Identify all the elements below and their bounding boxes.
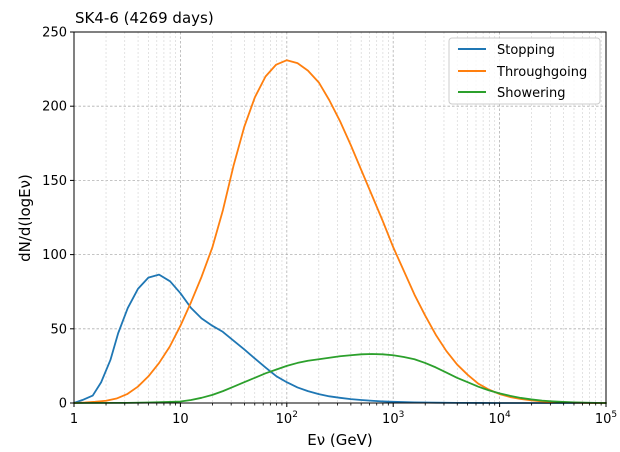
- series-line-throughgoing: [73, 59, 607, 404]
- legend-label-showering: Showering: [497, 86, 566, 101]
- x-tick-label: 103: [382, 410, 404, 427]
- y-tick-label: 250: [42, 26, 67, 41]
- y-tick-label: 200: [42, 100, 67, 115]
- plot-frame: [73, 31, 607, 404]
- ticks: 0 50 100 150 200 250 1 10 102 103 104 105: [42, 26, 617, 428]
- series-line-stopping: [73, 273, 607, 404]
- y-tick-label: 50: [50, 322, 67, 337]
- y-tick-label: 150: [42, 174, 67, 189]
- x-tick-label: 10: [172, 412, 189, 427]
- y-tick-label: 100: [42, 248, 67, 263]
- series-line-showering: [73, 353, 607, 404]
- legend-label-throughgoing: Throughgoing: [496, 65, 587, 80]
- x-tick-label: 1: [70, 412, 78, 427]
- chart-title: SK4-6 (4269 days): [75, 9, 214, 27]
- series-lines: [73, 59, 607, 404]
- y-tick-label: 0: [59, 397, 67, 412]
- legend-box: [448, 37, 601, 105]
- x-axis-title: Eν (GeV): [307, 431, 372, 449]
- x-tick-label: 102: [276, 410, 298, 427]
- x-tick-label: 105: [595, 410, 617, 427]
- x-tick-label: 104: [488, 410, 511, 427]
- legend: Stopping Throughgoing Showering: [448, 37, 601, 105]
- y-axis-title: dN/d(logEν): [16, 174, 34, 262]
- legend-label-stopping: Stopping: [497, 43, 555, 58]
